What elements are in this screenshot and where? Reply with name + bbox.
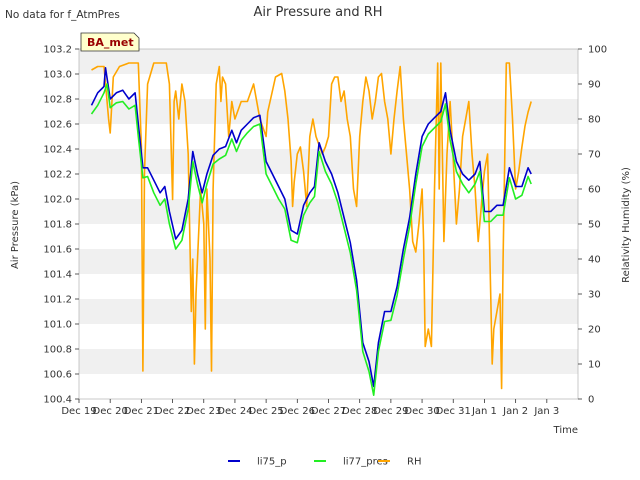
grid-band [79,374,578,399]
y-right-tick-label: 40 [588,255,601,266]
y-left-tick-label: 102.0 [43,195,72,206]
left-axis-ticks: 100.4 100.6 100.8 101.0 101.2 101.4 101.6 101.8… [43,45,79,406]
x-tick-label: Dec 22 [155,406,190,417]
x-tick-label: Dec 31 [436,406,471,417]
x-tick-label: Dec 25 [248,406,283,417]
x-tick-label: Dec 19 [61,406,96,417]
y-left-tick-label: 103.0 [43,70,72,81]
y-left-tick-label: 101.0 [43,320,72,331]
y-right-tick-label: 20 [588,325,601,336]
y-left-tick-label: 101.2 [43,295,72,306]
legend-label: RH [407,457,421,468]
grid-band [79,99,578,124]
x-tick-label: Jan 2 [502,406,528,417]
series-line-li75-p [90,67,532,388]
y-axis-label-right: Relativity Humidity (%) [621,167,632,283]
y-left-tick-label: 100.4 [43,395,72,406]
x-tick-label: Dec 28 [342,406,377,417]
grid-band [79,274,578,299]
x-tick-label: Dec 29 [373,406,408,417]
y-right-tick-label: 70 [588,150,601,161]
y-right-tick-label: 80 [588,115,601,126]
notice-text: No data for f_AtmPres [5,9,120,21]
y-left-tick-label: 101.8 [43,220,72,231]
series-line-rh [91,62,532,390]
grid-band [79,249,578,274]
chart-title: Air Pressure and RH [253,5,382,20]
legend-label: li77_pres [343,457,388,468]
y-axis-label-left: Air Pressure (kPa) [10,181,21,269]
legend-label: li75_p [257,457,287,468]
y-left-tick-label: 103.2 [43,45,72,56]
y-right-tick-label: 0 [588,395,594,406]
x-tick-label: Dec 23 [186,406,221,417]
x-tick-label: Jan 3 [533,406,559,417]
x-tick-label: Dec 20 [93,406,128,417]
y-left-tick-label: 100.6 [43,370,72,381]
grid-band [79,324,578,349]
x-tick-label: Jan 1 [471,406,497,417]
x-tick-label: Dec 24 [217,406,252,417]
y-left-tick-label: 101.6 [43,245,72,256]
legend: li75_p li77_pres RH [228,457,421,468]
x-tick-label: Dec 26 [280,406,315,417]
grid-band [79,349,578,374]
series-line-li77-pres [90,83,532,397]
y-right-tick-label: 100 [588,45,607,56]
right-axis-ticks: 0 10 20 30 40 50 60 70 80 90 100 [578,45,607,406]
y-right-tick-label: 50 [588,220,601,231]
site-badge: BA_met [80,32,140,52]
x-axis-label: Time [553,425,578,436]
grid-bands [79,49,578,399]
grid-band [79,224,578,249]
x-tick-label: Dec 21 [124,406,159,417]
grid-band [79,49,578,74]
site-badge-label: BA_met [87,36,134,49]
y-right-tick-label: 30 [588,290,601,301]
y-left-tick-label: 102.6 [43,120,72,131]
y-right-tick-label: 10 [588,360,601,371]
y-left-tick-label: 102.8 [43,95,72,106]
y-left-tick-label: 101.4 [43,270,72,281]
y-right-tick-label: 60 [588,185,601,196]
y-right-tick-label: 90 [588,80,601,91]
series-lines [90,62,532,397]
y-left-tick-label: 100.8 [43,345,72,356]
grid-band [79,74,578,99]
grid-band [79,149,578,174]
x-tick-label: Dec 30 [404,406,439,417]
y-left-tick-label: 102.4 [43,145,72,156]
x-tick-label: Dec 27 [311,406,346,417]
y-left-tick-label: 102.2 [43,170,72,181]
